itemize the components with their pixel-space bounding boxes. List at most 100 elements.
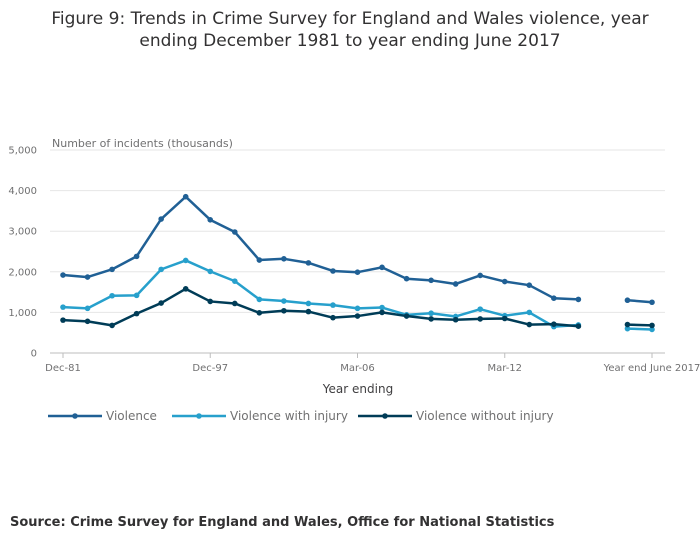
data-point [428,310,434,317]
series-line [62,195,579,301]
data-point [207,268,214,275]
data-point [330,314,336,321]
data-point [649,322,655,329]
data-point [305,308,312,315]
data-point [133,253,140,260]
legend-item: Violence [48,409,157,423]
legend: Violence Violence with injury Violence wit… [48,409,554,423]
data-point [354,313,361,319]
data-point [158,300,164,306]
data-point [182,257,189,264]
data-point [158,266,164,273]
data-point [477,272,484,279]
y-tick-label: 4,000 [8,186,37,197]
data-point [379,264,385,271]
x-tick-label: Dec-97 [192,363,228,374]
data-point [256,257,263,263]
legend-item: Violence with injury [172,409,348,423]
data-point [551,295,557,301]
data-point [649,326,655,333]
data-point [330,268,336,274]
data-point [624,297,631,304]
x-tick-label: Year end June 2017 [603,363,700,374]
data-point [452,281,459,287]
data-point [551,321,557,327]
series-line [62,287,579,328]
data-point [354,269,361,276]
data-point [158,216,164,222]
data-point [477,306,484,312]
data-point [501,315,508,322]
data-point [231,229,238,235]
data-point [231,300,238,307]
y-axis-ticks: 0 1,000 2,000 3,000 4,000 5,000 [8,146,37,360]
data-point [256,296,263,303]
series-line [62,259,579,328]
data-point [231,278,238,284]
y-tick-label: 0 [31,349,37,360]
data-point [526,309,533,316]
x-tick-label: Dec-81 [45,363,81,374]
legend-label: Violence without injury [416,409,554,423]
data-point [624,321,631,328]
data-point [84,318,91,325]
data-point [109,292,115,299]
data-point [526,321,533,328]
x-tick-label: Mar-06 [340,363,375,374]
series-2 [60,257,655,333]
source-note: Source: Crime Survey for England and Wal… [10,515,555,530]
series-line [627,298,653,304]
data-point [60,304,66,310]
data-point [428,277,434,284]
data-point [281,307,287,314]
data-point [379,309,385,316]
data-point [133,310,140,317]
data-point [60,317,66,323]
data-point [207,217,214,223]
chart-title-line-2: ending December 1981 to year ending June… [139,31,560,51]
data-point [624,325,631,332]
series-1 [60,193,655,306]
data-point [403,275,410,282]
y-tick-label: 5,000 [8,146,37,157]
data-point [84,274,91,280]
data-point [575,296,582,303]
series-line [627,327,653,331]
x-axis-ticks: Dec-81 Dec-97 Mar-06 Mar-12 Year end June 20… [45,353,700,374]
legend-swatch-dot [72,413,78,419]
data-point [256,310,263,316]
data-point [133,292,140,299]
data-point [305,260,312,266]
series-lines [60,193,655,333]
data-point [207,298,214,305]
chart-title-line-1: Figure 9: Trends in Crime Survey for Eng… [51,9,648,29]
data-point [281,298,287,304]
y-tick-label: 2,000 [8,267,37,278]
data-point [330,302,336,308]
data-point [182,286,189,292]
data-point [501,278,508,285]
legend-swatch-dot [382,413,388,419]
series-3 [60,286,655,330]
data-point [60,272,66,278]
data-point [305,300,312,307]
y-axis-unit-label: Number of incidents (thousands) [52,137,233,150]
data-point [403,313,410,319]
data-point [477,316,484,322]
data-point [281,256,287,262]
legend-swatch-dot [196,413,202,419]
legend-label: Violence with injury [230,409,348,423]
data-point [379,304,385,311]
data-point [109,322,115,329]
data-point [575,323,582,330]
y-tick-label: 3,000 [8,227,37,238]
data-point [649,299,655,306]
data-point [109,266,115,273]
y-tick-label: 1,000 [8,308,37,319]
x-tick-label: Mar-12 [487,363,522,374]
data-point [354,305,361,312]
series-line [627,323,653,327]
data-point [452,316,459,323]
x-axis-title: Year ending [322,382,393,396]
